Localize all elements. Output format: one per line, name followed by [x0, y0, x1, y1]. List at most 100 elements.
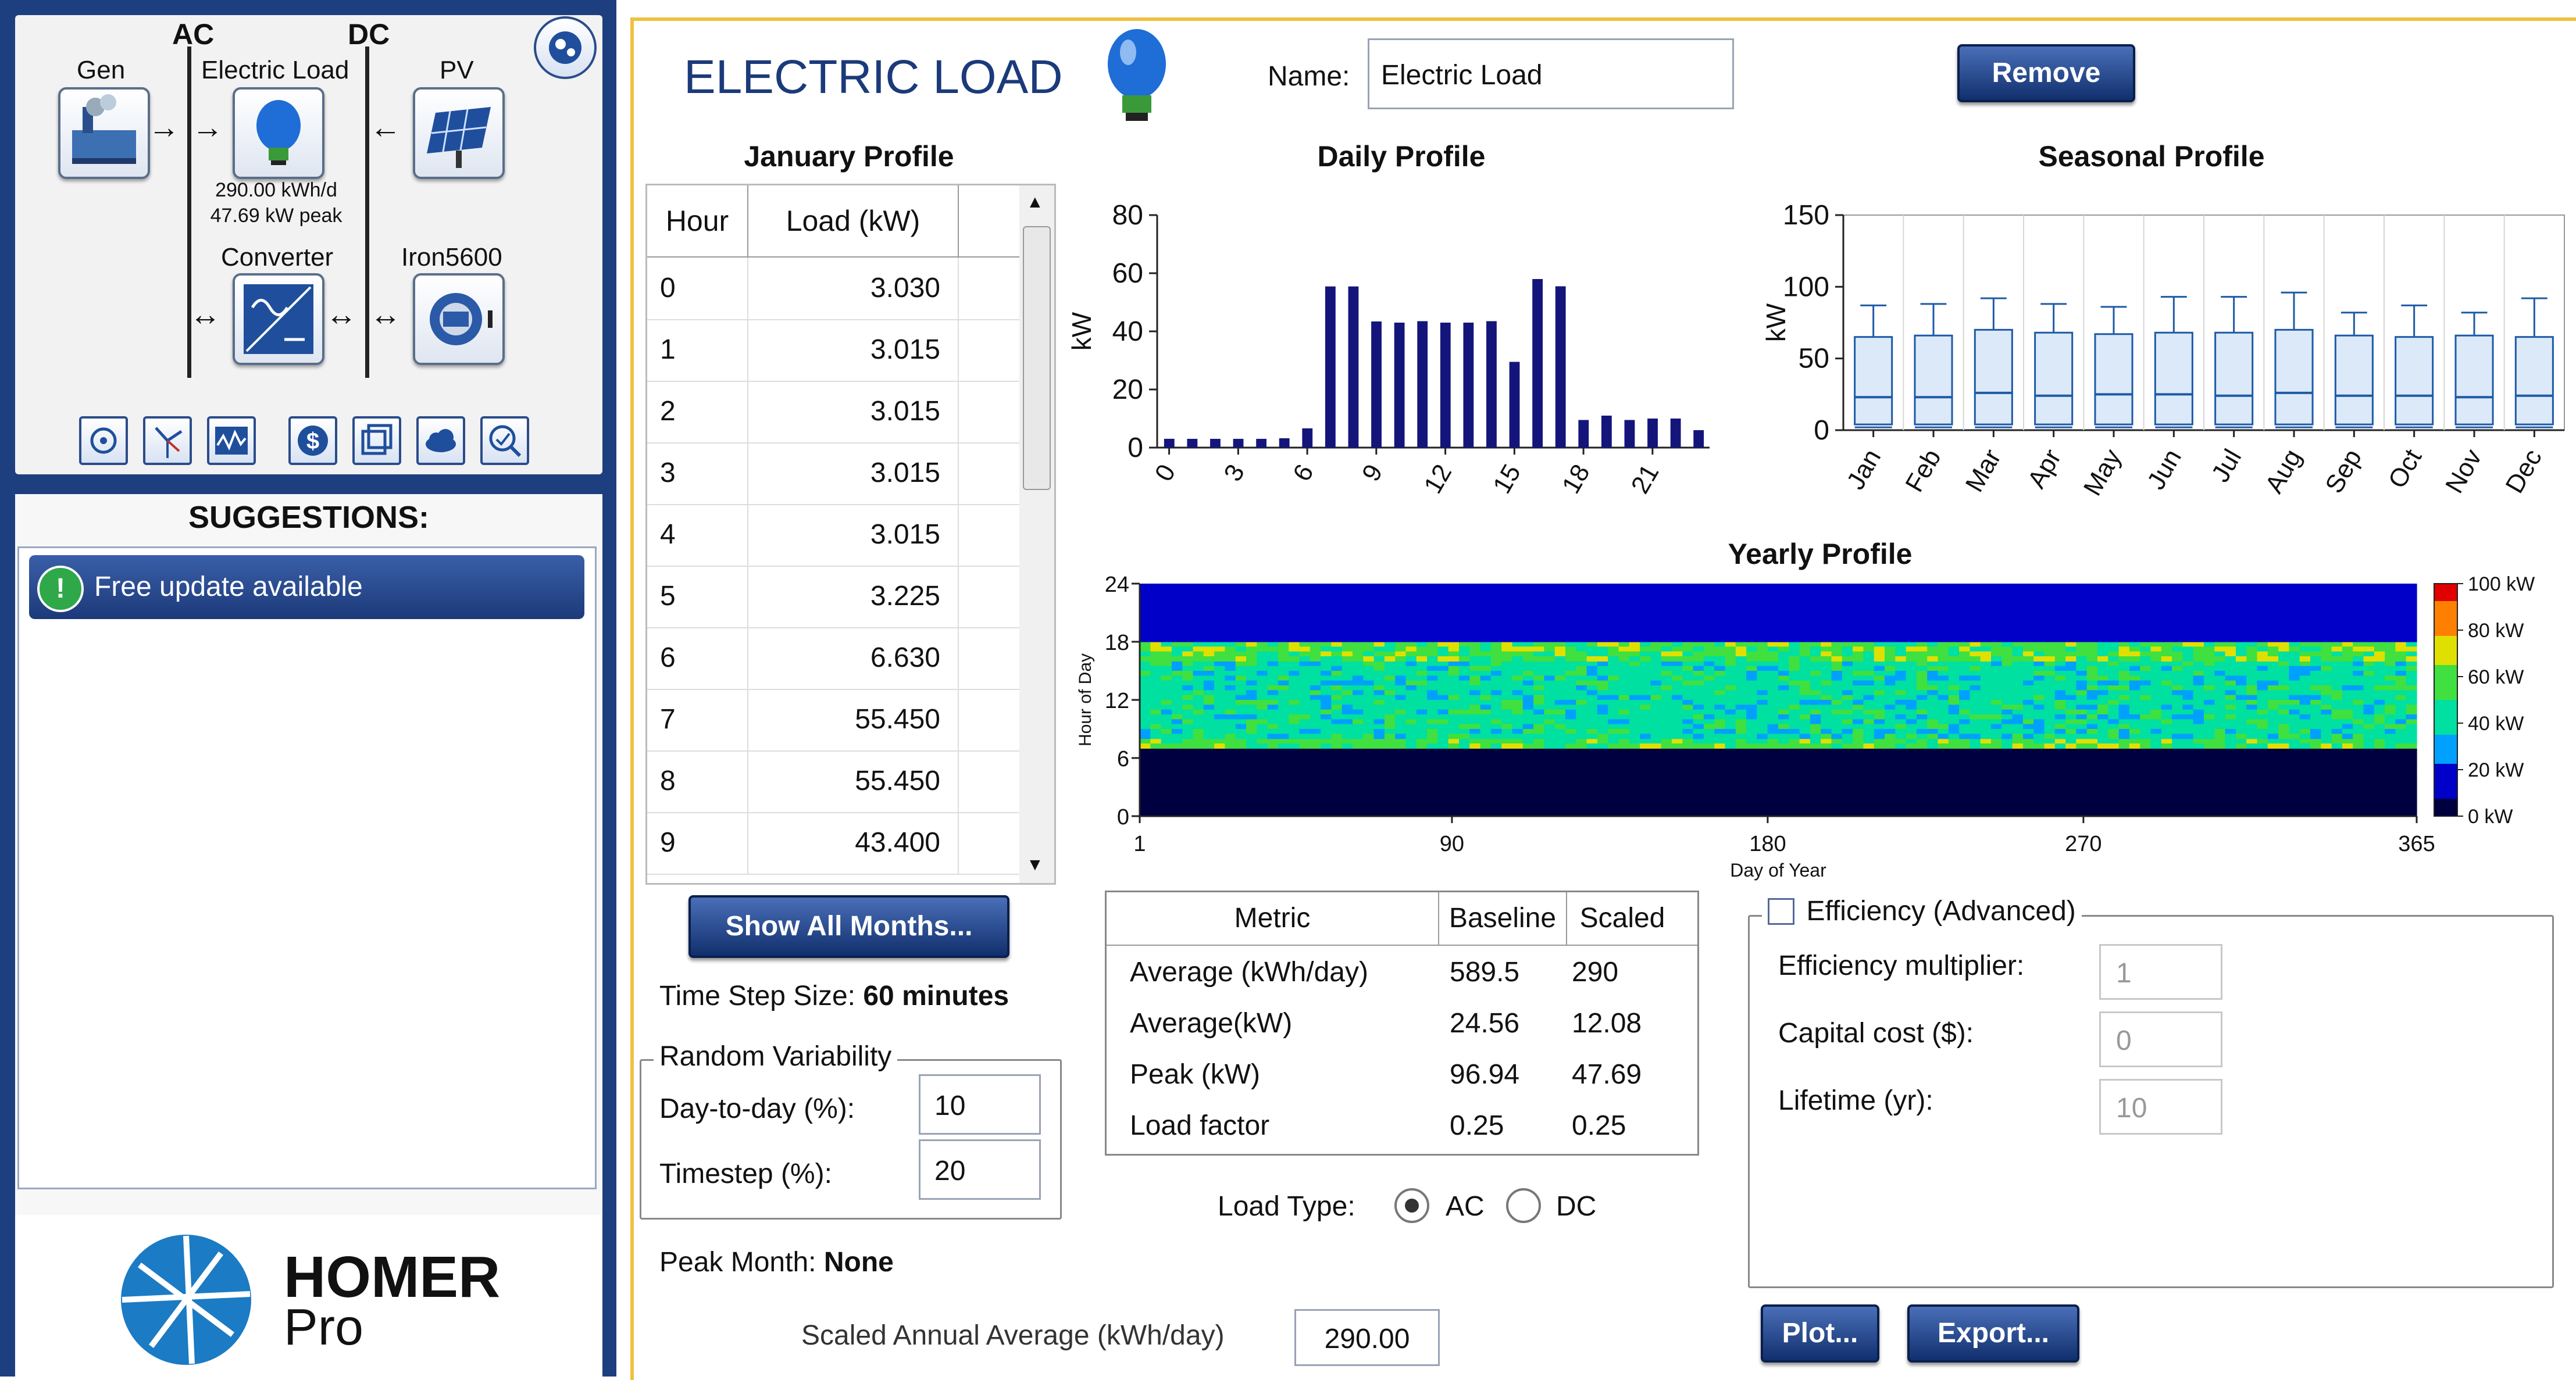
heatmap-cell	[1480, 748, 1492, 753]
heatmap-cell	[2353, 710, 2364, 715]
ac-radio[interactable]	[1394, 1188, 1429, 1223]
heatmap-cell	[2119, 681, 2130, 686]
optimize-icon[interactable]	[480, 416, 529, 465]
heatmap-cell	[1927, 782, 1938, 788]
suggestion-item[interactable]: ! Free update available	[29, 555, 584, 619]
heatmap-cell	[1448, 773, 1460, 778]
pv-icon[interactable]	[413, 87, 505, 179]
heatmap-cell	[2385, 690, 2396, 695]
scroll-down-icon[interactable]: ▼	[1026, 855, 1044, 875]
heatmap-cell	[1533, 739, 1544, 744]
heatmap-cell	[1512, 768, 1524, 773]
dollar-icon[interactable]: $	[288, 416, 337, 465]
schematic-settings-button[interactable]	[534, 16, 597, 79]
heatmap-cell	[2300, 705, 2311, 710]
heatmap-cell	[1161, 656, 1172, 662]
heatmap-cell	[1342, 719, 1353, 724]
heatmap-cell	[2129, 739, 2140, 744]
heatmap-cell	[2310, 758, 2321, 763]
heatmap-cell	[2300, 642, 2311, 647]
efficiency-checkbox[interactable]	[1768, 898, 1794, 925]
heatmap-cell	[1533, 700, 1544, 705]
heatmap-cell	[2076, 724, 2087, 730]
heatmap-cell	[1406, 763, 1417, 768]
day-to-day-input[interactable]: 10	[919, 1074, 1041, 1135]
heatmap-cell	[1353, 584, 1364, 589]
heatmap-cell	[1970, 690, 1981, 695]
heatmap-cell	[1789, 705, 1800, 710]
show-all-months-button[interactable]: Show All Months...	[688, 895, 1009, 958]
cloud-icon[interactable]	[416, 416, 465, 465]
table-scrollbar[interactable]: ▲ ▼	[1019, 185, 1054, 883]
heatmap-cell	[1353, 714, 1364, 720]
heatmap-cell	[2193, 792, 2204, 797]
timestep-input[interactable]: 20	[919, 1139, 1041, 1200]
export-button[interactable]: Export...	[1907, 1304, 2079, 1363]
wind-icon[interactable]	[143, 416, 192, 465]
heatmap-cell	[1150, 666, 1161, 671]
heatmap-cell	[1949, 681, 1960, 686]
heatmap-cell	[1512, 806, 1524, 811]
heatmap-cell	[1746, 748, 1757, 753]
heatmap-cell	[1246, 690, 1257, 695]
heatmap-cell	[1778, 773, 1789, 778]
heatmap-cell	[1991, 584, 2002, 589]
heatmap-cell	[1917, 695, 1928, 700]
heatmap-cell	[1395, 681, 1406, 686]
heatmap-cell	[1927, 792, 1938, 797]
heatmap-cell	[1917, 797, 1928, 802]
scaled-annual-input[interactable]: 290.00	[1294, 1309, 1440, 1366]
heatmap-cell	[1693, 681, 1704, 686]
dc-radio[interactable]	[1506, 1188, 1541, 1223]
heatmap-cell	[1321, 681, 1332, 686]
heatmap-cell	[1885, 656, 1896, 662]
heatmap-cell	[2385, 700, 2396, 705]
heatmap-cell	[2214, 710, 2225, 715]
heatmap-cell	[2364, 782, 2375, 788]
generator-icon[interactable]	[58, 87, 150, 179]
heatmap-cell	[1150, 710, 1161, 715]
plot-button[interactable]: Plot...	[1761, 1304, 1879, 1363]
heatmap-cell	[2033, 792, 2045, 797]
heatmap-cell	[2140, 652, 2151, 657]
capital-cost-input[interactable]: 0	[2099, 1011, 2222, 1067]
lifetime-input[interactable]: 10	[2099, 1079, 2222, 1135]
heatmap-cell	[1619, 656, 1630, 662]
heatmap-cell	[1246, 661, 1257, 666]
efficiency-multiplier-input[interactable]: 1	[2099, 944, 2222, 1000]
heatmap-cell	[1640, 681, 1651, 686]
remove-button[interactable]: Remove	[1957, 44, 2135, 102]
heatmap-cell	[1981, 743, 1992, 749]
heatmap-cell	[2214, 594, 2225, 599]
layers-icon[interactable]	[352, 416, 401, 465]
heatmap-cell	[1225, 675, 1236, 681]
heatmap-cell	[1949, 753, 1960, 759]
scroll-thumb[interactable]	[1023, 226, 1051, 490]
heatmap-cell	[1704, 739, 1715, 744]
scroll-up-icon[interactable]: ▲	[1026, 192, 1044, 212]
heatmap-cell	[1363, 671, 1374, 676]
heatmap-cell	[2257, 734, 2268, 739]
name-input[interactable]: Electric Load	[1368, 38, 1734, 109]
converter-icon[interactable]	[233, 273, 324, 365]
electric-load-icon[interactable]	[233, 87, 324, 179]
heatmap-cell	[2204, 646, 2215, 652]
target-icon[interactable]	[79, 416, 128, 465]
heatmap-cell	[2225, 777, 2236, 782]
heatmap-cell	[1257, 802, 1268, 807]
heatmap-cell	[2023, 724, 2034, 730]
heatmap-cell	[1501, 671, 1512, 676]
battery-icon[interactable]	[413, 273, 505, 365]
waveform-icon[interactable]	[207, 416, 256, 465]
heatmap-cell	[2406, 690, 2417, 695]
